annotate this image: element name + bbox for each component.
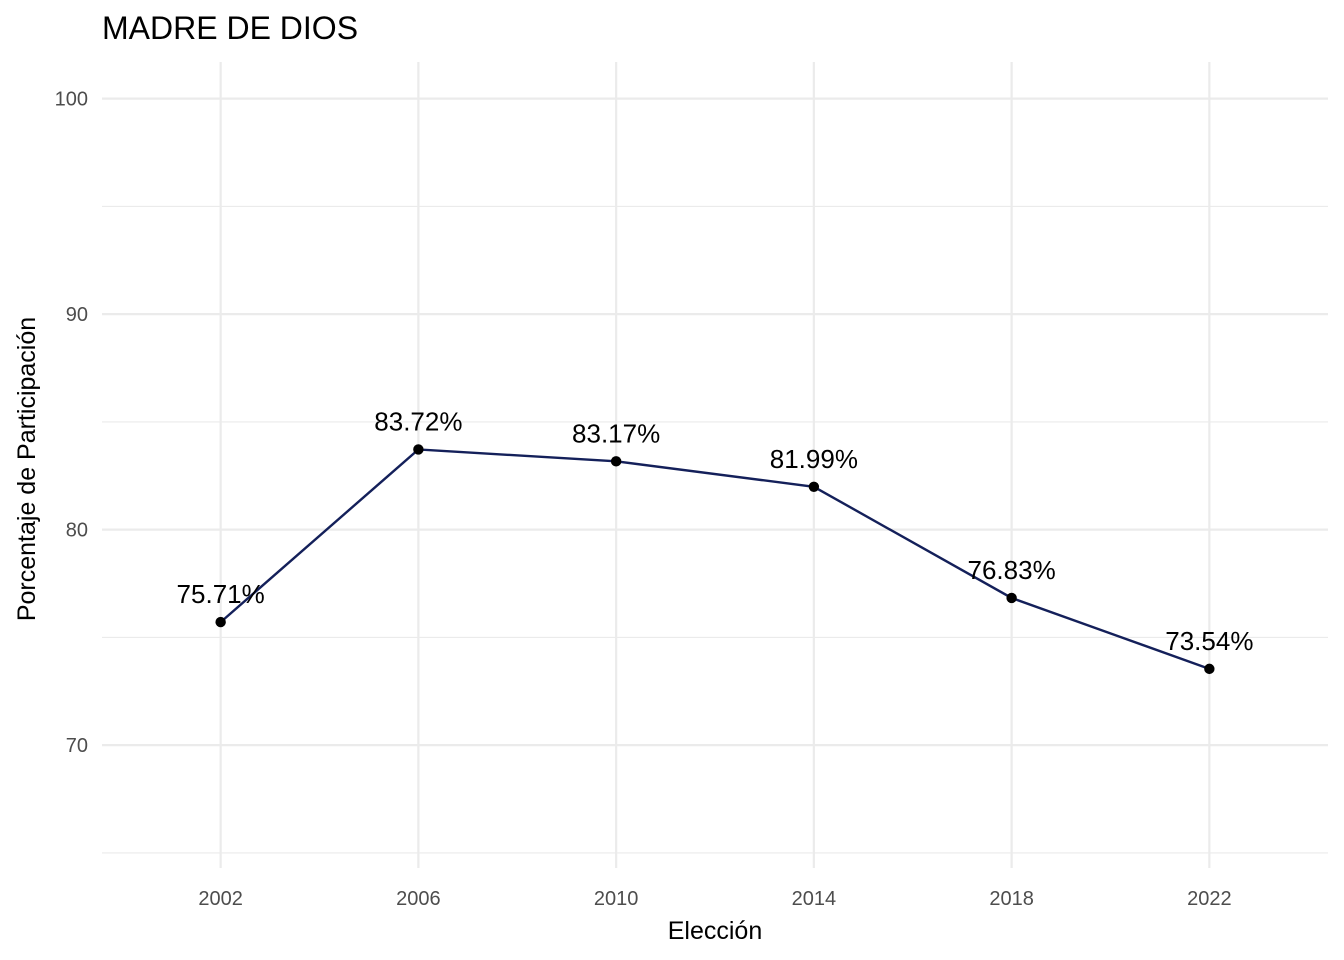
data-point	[808, 481, 820, 492]
x-tick-label: 2002	[198, 888, 243, 910]
data-point	[413, 444, 424, 455]
x-axis-title: Elección	[668, 917, 763, 945]
x-tick-label: 2010	[594, 888, 639, 910]
x-axis-ticks: 2002 2006 2010 2014 2018 2022	[198, 888, 1231, 910]
data-label: 73.54%	[1165, 626, 1253, 656]
data-point	[215, 616, 226, 628]
y-axis-title: Porcentaje de Participación	[13, 317, 41, 621]
y-tick-label: 100	[55, 89, 88, 111]
x-tick-label: 2014	[792, 888, 837, 910]
series	[219, 448, 1210, 670]
y-axis-ticks: 70 80 90 100	[55, 89, 88, 758]
data-label: 81.99%	[770, 444, 858, 474]
y-tick-label: 70	[66, 735, 88, 757]
data-point	[610, 456, 622, 467]
data-label: 75.71%	[177, 579, 265, 609]
x-tick-label: 2022	[1187, 888, 1232, 910]
data-points	[215, 444, 1215, 675]
x-tick-label: 2018	[989, 888, 1034, 910]
grid	[102, 62, 1328, 868]
data-label: 83.72%	[374, 406, 462, 436]
x-tick-label: 2006	[396, 888, 441, 910]
y-tick-label: 80	[66, 520, 88, 542]
data-point	[1204, 663, 1215, 675]
data-label: 83.17%	[572, 418, 660, 448]
data-labels: 75.71% 83.72% 83.17% 81.99% 76.83% 73.54%	[177, 406, 1254, 655]
y-tick-label: 90	[66, 304, 88, 326]
data-label: 76.83%	[968, 555, 1056, 585]
chart-title: MADRE DE DIOS	[102, 10, 358, 46]
data-point	[1006, 592, 1017, 604]
series-line	[219, 448, 1210, 670]
